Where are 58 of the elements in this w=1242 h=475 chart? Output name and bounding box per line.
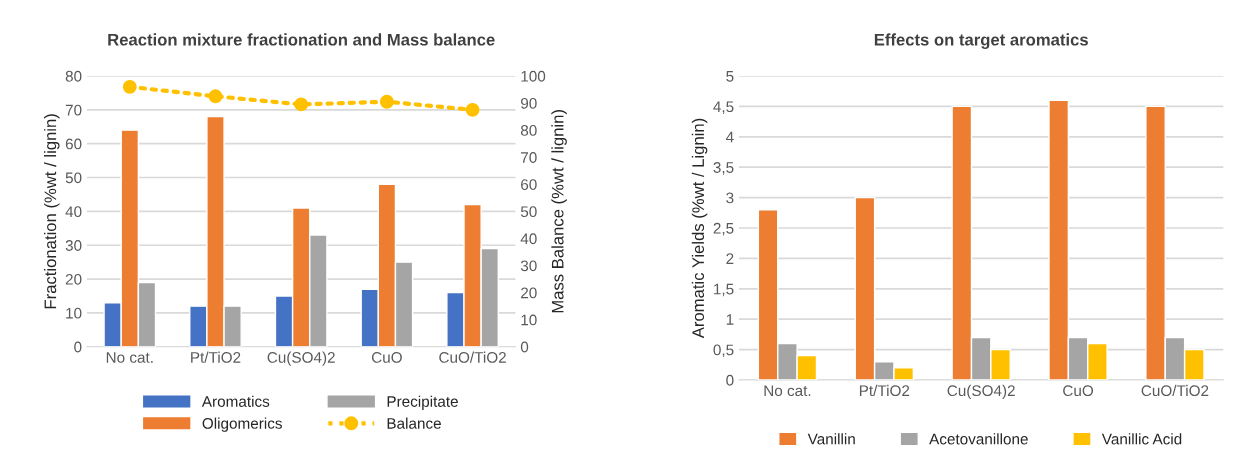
x-tick-label: Cu(SO4)2 xyxy=(267,351,335,366)
y2-tick-label: 100 xyxy=(521,70,546,82)
legend-label: Aromatics xyxy=(201,395,270,407)
chart-title: Reaction mixture fractionation and Mass balance xyxy=(108,33,495,46)
x-tick-label: Pt/TiO2 xyxy=(191,351,241,363)
y-tick-label: 5 xyxy=(726,71,734,82)
y2-tick-label: 90 xyxy=(521,97,537,109)
y2-tick-label: 0 xyxy=(520,341,529,353)
x-tick-label: CuO/TiO2 xyxy=(439,351,506,363)
legend-label: Precipitate xyxy=(387,395,458,410)
point xyxy=(465,102,480,117)
y-tick-label: 1 xyxy=(726,314,734,325)
y-tick-label: 3 xyxy=(726,192,734,204)
y2-tick-label: 40 xyxy=(520,233,537,245)
y-tick-label: 50 xyxy=(65,172,82,184)
point xyxy=(379,94,394,109)
x-tick-label: CuO xyxy=(1063,385,1094,397)
y-tick-label: 70 xyxy=(65,104,82,116)
y-tick-label: 1,5 xyxy=(714,283,734,297)
y-tick-label: 0 xyxy=(726,374,734,386)
legend-label: Vanillic Acid xyxy=(1101,433,1182,445)
y-tick-label: 2,5 xyxy=(713,222,734,236)
x-tick-label: No cat. xyxy=(764,385,811,397)
y2-tick-label: 30 xyxy=(520,260,537,272)
y-tick-label: 40 xyxy=(65,206,82,218)
legend-label: Oligomerics xyxy=(202,417,282,432)
y-tick-label: 4 xyxy=(725,131,734,143)
y-axis-title: Fractionation (%wt / lignin) xyxy=(44,114,60,309)
x-tick-label: Pt/TiO2 xyxy=(859,384,910,397)
x-tick-label: CuO/TiO2 xyxy=(1141,384,1209,397)
y-tick-label: 20 xyxy=(65,273,82,285)
y-tick-label: 30 xyxy=(65,240,82,251)
y-axis-title: Aromatic Yields (%wt / Lignin) xyxy=(691,118,708,339)
x-tick-label: Cu(SO4)2 xyxy=(947,384,1015,400)
x-tick-label: No cat. xyxy=(106,352,153,363)
y-tick-label: 4,5 xyxy=(713,101,734,114)
legend-label: Balance xyxy=(387,417,441,429)
y2-tick-label: 10 xyxy=(521,314,537,326)
legend-label: Acetovanillone xyxy=(929,433,1028,445)
y2-tick-label: 70 xyxy=(521,152,537,163)
y-tick-label: 3,5 xyxy=(713,162,734,175)
point xyxy=(208,89,223,104)
point xyxy=(122,79,137,94)
y-tick-label: 60 xyxy=(65,138,82,150)
x-tick-label: CuO xyxy=(371,352,402,363)
y2-tick-label: 50 xyxy=(520,206,537,218)
y-tick-label: 0,5 xyxy=(713,344,734,358)
point xyxy=(294,97,309,112)
y-tick-label: 0 xyxy=(74,341,82,353)
y2-axis-title: Mass Balance (%wt / lignin) xyxy=(551,110,567,313)
y-tick-label: 2 xyxy=(726,253,734,264)
y2-tick-label: 80 xyxy=(520,125,537,136)
y2-tick-label: 20 xyxy=(521,287,537,299)
y-tick-label: 80 xyxy=(65,70,82,82)
chart-title: Effects on target aromatics xyxy=(874,33,1088,49)
legend-label: Vanillin xyxy=(807,433,855,445)
y-tick-label: 10 xyxy=(66,307,82,319)
y2-tick-label: 60 xyxy=(521,179,537,190)
